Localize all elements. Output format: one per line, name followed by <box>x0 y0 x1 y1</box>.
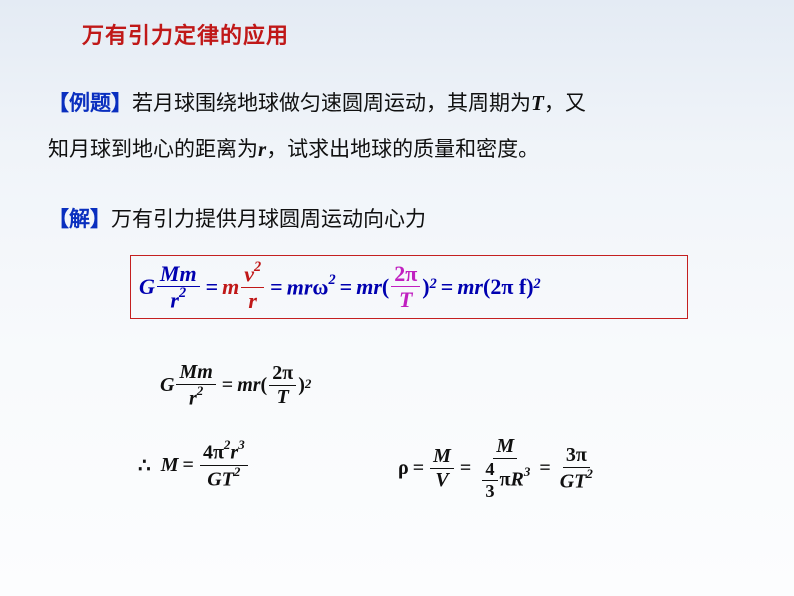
eq3-4pi: 4π <box>203 442 224 464</box>
eq-open-1: ( <box>382 274 389 300</box>
eq-equals-1: = <box>206 274 219 300</box>
eq-equals-3: = <box>340 274 353 300</box>
eq4-GT: GT <box>560 471 587 493</box>
eq4-frac-43: 4 3 <box>482 460 497 502</box>
eq3-sup2b: 2 <box>234 464 241 479</box>
eq4-sup3: 3 <box>524 464 531 479</box>
eq2-frac-Mm-r2: Mm r2 <box>176 362 215 410</box>
eq2-close: ) <box>298 374 305 397</box>
eq4-frac-3pi-GT2: 3π GT2 <box>557 445 596 493</box>
solution-text: 万有引力提供月球圆周运动向心力 <box>111 207 426 231</box>
eq3-M: M <box>161 454 179 477</box>
equation-2: G Mm r2 = mr( 2π T )2 <box>160 362 311 410</box>
eq2-r: r <box>189 388 197 410</box>
eq3-sup2: 2 <box>224 437 231 452</box>
eq4-4: 4 <box>482 460 497 481</box>
eq2-T: T <box>274 386 292 408</box>
solution-paragraph: 【解】万有引力提供月球圆周运动向心力 <box>48 196 748 242</box>
eq2-open: ( <box>261 374 268 397</box>
eq-2pi: 2π <box>394 261 417 286</box>
eq3-equals: = <box>183 454 194 477</box>
eq4-3: 3 <box>482 481 497 501</box>
eq2-sup2: 2 <box>197 383 204 398</box>
eq4-3pi: 3π <box>563 445 590 468</box>
eq-close-1: ) <box>422 274 429 300</box>
equation-4: ρ = M V = M 4 3 πR3 = 3π GT2 <box>398 436 598 502</box>
eq-G: G <box>139 274 155 300</box>
eq-mr-2: mr <box>457 274 483 300</box>
eq-sup2c: 2 <box>430 276 437 293</box>
eq-r2: r <box>245 288 260 312</box>
problem-text-c: 知月球到地心的距离为 <box>48 137 258 161</box>
problem-text-b: ，又 <box>544 91 586 115</box>
eq4-M2: M <box>493 436 517 459</box>
eq-sup2d: 2 <box>534 276 541 293</box>
eq4-rho: ρ <box>398 457 409 480</box>
eq-r: r <box>170 288 179 313</box>
eq-T: T <box>396 287 415 311</box>
eq-Mm: Mm <box>160 261 197 286</box>
eq-sup2: 2 <box>179 285 186 301</box>
eq4-equals-2: = <box>460 457 471 480</box>
eq2-Mm: Mm <box>179 361 212 383</box>
eq4-frac-M-43piR3: M 4 3 πR3 <box>477 436 533 502</box>
var-r: r <box>258 137 266 161</box>
eq2-2pi: 2π <box>269 363 296 386</box>
eq-m: m <box>222 274 239 300</box>
eq4-M: M <box>430 446 454 469</box>
eq-sup2b: 2 <box>254 259 261 275</box>
problem-text-a: 若月球围绕地球做匀速圆周运动，其周期为 <box>132 91 531 115</box>
eq-2pif: 2π f <box>490 274 526 300</box>
problem-paragraph: 【例题】若月球围绕地球做匀速圆周运动，其周期为T，又 知月球到地心的距离为r，试… <box>48 80 748 172</box>
problem-bracket: 【例题】 <box>48 91 132 115</box>
eq3-frac: 4π2r3 GT2 <box>200 440 248 490</box>
eq4-equals-1: = <box>413 457 424 480</box>
eq4-equals-3: = <box>539 457 550 480</box>
eq-frac-2pi-T: 2π T <box>391 262 420 311</box>
eq4-pi: π <box>500 468 511 490</box>
eq3-sup3: 3 <box>238 437 245 452</box>
page-title: 万有引力定律的应用 <box>82 18 289 50</box>
eq2-equals: = <box>222 374 233 397</box>
eq-mr-omega: mrω2 <box>287 274 336 300</box>
eq-open-2: ( <box>483 274 490 300</box>
eq-equals-2: = <box>270 274 283 300</box>
eq2-G: G <box>160 374 174 397</box>
eq-v: v <box>244 262 254 287</box>
main-equation: G Mm r2 = m v2 r = mrω2 = mr( 2π T )2 = … <box>139 262 541 312</box>
problem-text-d: ，试求出地球的质量和密度。 <box>266 137 539 161</box>
eq-frac-v2-r: v2 r <box>241 262 264 312</box>
eq4-V: V <box>432 469 451 491</box>
eq-close-2: ) <box>526 274 533 300</box>
solution-bracket: 【解】 <box>48 207 111 231</box>
eq4-sup2: 2 <box>586 466 593 481</box>
eq4-frac-M-V: M V <box>430 446 454 491</box>
therefore-icon: ∴ <box>138 453 151 478</box>
eq2-mr: mr <box>237 374 260 397</box>
eq3-GT: GT <box>207 468 234 490</box>
var-T: T <box>531 91 544 115</box>
main-equation-box: G Mm r2 = m v2 r = mrω2 = mr( 2π T )2 = … <box>130 255 688 319</box>
eq2-frac-2pi-T: 2π T <box>269 363 296 408</box>
eq4-R: R <box>510 468 523 490</box>
eq-mr-1: mr <box>356 274 382 300</box>
equation-3: ∴ M = 4π2r3 GT2 <box>138 440 250 490</box>
eq-equals-4: = <box>441 274 454 300</box>
eq2-sup2b: 2 <box>305 376 312 392</box>
eq-frac-Mm-r2: Mm r2 <box>157 262 200 312</box>
